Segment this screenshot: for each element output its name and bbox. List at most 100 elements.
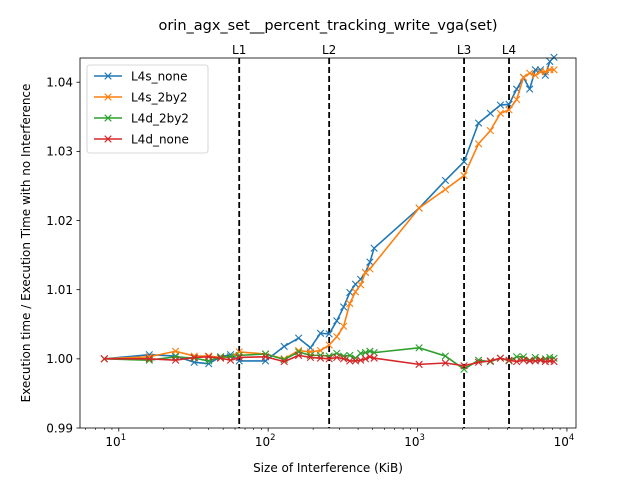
x-tick-label: 102 xyxy=(255,433,276,449)
data-point-l4s-2by2 xyxy=(505,106,513,114)
legend: L4s_none L4s_2by2 L4d_2by2 L4d_none xyxy=(86,64,209,154)
legend-label: L4d_2by2 xyxy=(131,111,189,125)
legend-item-l4d-2by2: L4d_2by2 xyxy=(94,111,189,125)
chart-title: orin_agx_set__percent_tracking_write_vga… xyxy=(158,18,497,34)
data-point-l4d-none xyxy=(145,355,153,363)
data-point-l4d-none xyxy=(216,354,225,362)
data-point-l4d-2by2 xyxy=(550,354,558,362)
data-point-l4d-none xyxy=(496,354,505,362)
data-point-l4s-2by2 xyxy=(339,322,348,331)
cache-label-l4: L4 xyxy=(502,43,516,57)
x-tick-label: 104 xyxy=(554,433,575,449)
data-point-l4d-none xyxy=(550,357,558,366)
y-tick-label: 1.04 xyxy=(46,76,73,90)
data-point-l4s-2by2 xyxy=(366,265,374,273)
data-point-l4d-none xyxy=(226,356,235,364)
data-point-l4d-none xyxy=(339,355,348,363)
data-point-l4d-none xyxy=(294,351,303,360)
data-point-l4s-2by2 xyxy=(325,341,333,349)
data-point-l4d-2by2 xyxy=(460,365,468,373)
data-point-l4d-none xyxy=(536,356,545,364)
y-tick-label: 1.00 xyxy=(46,352,73,366)
data-point-l4d-none xyxy=(370,354,378,362)
data-point-l4d-none xyxy=(280,357,288,366)
legend-swatch-marker xyxy=(104,114,112,122)
data-point-l4s-none xyxy=(541,71,550,79)
legend-item-l4s-2by2: L4s_2by2 xyxy=(94,90,188,104)
cache-label-l1: L1 xyxy=(232,43,246,57)
legend-label: L4s_2by2 xyxy=(131,90,188,104)
data-point-l4d-2by2 xyxy=(441,352,450,360)
data-point-l4s-none xyxy=(333,317,341,325)
x-tick-exponent: 1 xyxy=(121,433,126,443)
data-point-l4s-2by2 xyxy=(474,140,483,148)
data-point-l4d-none xyxy=(505,356,513,364)
data-point-l4d-none xyxy=(205,353,213,361)
data-point-l4s-none xyxy=(525,85,534,93)
x-axis-label: Size of Interference (KiB) xyxy=(253,461,403,475)
data-point-l4d-none xyxy=(486,357,495,365)
data-point-l4d-2by2 xyxy=(415,344,423,352)
data-point-l4d-none xyxy=(190,353,198,362)
data-point-l4s-none xyxy=(316,329,325,337)
data-point-l4d-none xyxy=(441,359,450,367)
data-point-l4d-none xyxy=(346,357,354,365)
cache-label-l3: L3 xyxy=(457,43,471,57)
data-point-l4s-2by2 xyxy=(361,268,370,277)
x-tick-base: 10 xyxy=(255,435,270,449)
data-point-l4s-none xyxy=(550,53,558,61)
data-point-l4d-2by2 xyxy=(531,353,540,362)
data-point-l4d-2by2 xyxy=(145,356,153,364)
data-point-l4d-none xyxy=(415,360,423,369)
y-tick-label: 1.03 xyxy=(46,145,73,159)
x-tick-label: 101 xyxy=(105,433,126,449)
data-point-l4d-none xyxy=(366,353,374,361)
data-point-l4d-none xyxy=(261,353,270,361)
legend-label: L4d_none xyxy=(131,132,189,146)
data-point-l4s-2by2 xyxy=(333,333,341,341)
x-tick-exponent: 2 xyxy=(270,433,275,443)
x-tick-base: 10 xyxy=(554,435,569,449)
data-point-l4s-2by2 xyxy=(235,348,243,356)
data-point-l4s-none xyxy=(441,176,450,185)
x-axis-ticks: 101 102 103 104 xyxy=(85,428,575,449)
legend-swatch-marker xyxy=(104,135,112,143)
data-point-l4s-2by2 xyxy=(460,171,468,180)
data-point-l4d-none xyxy=(316,354,325,362)
data-point-l4d-2by2 xyxy=(171,353,180,361)
data-point-l4s-none xyxy=(474,119,483,127)
x-tick-label: 103 xyxy=(404,433,425,449)
data-point-l4s-none xyxy=(370,244,378,252)
data-point-l4s-none xyxy=(366,258,374,266)
plot-frame xyxy=(79,57,577,429)
legend-label: L4s_none xyxy=(131,69,188,83)
data-point-l4d-none xyxy=(519,356,528,364)
data-point-l4s-2by2 xyxy=(541,68,550,76)
legend-item-l4s-none: L4s_none xyxy=(94,69,188,83)
data-point-l4d-2by2 xyxy=(519,353,528,361)
data-point-l4d-none xyxy=(333,353,341,362)
data-point-l4s-2by2 xyxy=(486,126,495,135)
y-tick-label: 0.99 xyxy=(46,421,73,435)
data-point-l4s-2by2 xyxy=(550,66,558,74)
data-point-l4s-2by2 xyxy=(441,185,450,194)
data-point-l4d-none xyxy=(361,355,370,363)
data-point-l4s-2by2 xyxy=(356,281,365,289)
series-l4d-none xyxy=(100,351,558,370)
x-tick-exponent: 3 xyxy=(419,433,424,443)
x-tick-base: 10 xyxy=(105,435,120,449)
x-tick-base: 10 xyxy=(404,435,419,449)
data-point-l4s-none xyxy=(460,158,468,166)
cache-level-lines: L1 L2 L3 L4 xyxy=(232,43,516,428)
data-point-l4d-2by2 xyxy=(346,351,354,360)
data-point-l4d-none xyxy=(306,353,315,362)
data-point-l4s-2by2 xyxy=(512,95,521,104)
y-axis-ticks: 0.99 1.00 1.01 1.02 1.03 1.04 xyxy=(46,76,80,435)
legend-item-l4d-none: L4d_none xyxy=(94,132,189,146)
data-point-l4s-2by2 xyxy=(525,69,534,77)
data-point-l4d-none xyxy=(356,356,365,364)
data-point-l4s-2by2 xyxy=(496,109,505,118)
data-point-l4d-none xyxy=(525,357,534,365)
data-point-l4d-none xyxy=(460,362,468,370)
data-point-l4s-none xyxy=(496,101,505,109)
